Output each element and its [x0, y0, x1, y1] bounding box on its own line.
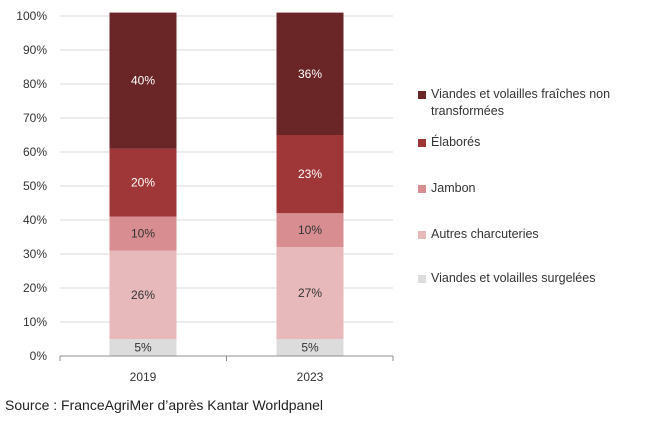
bar-segment — [276, 339, 344, 356]
data-label: 5% — [134, 341, 152, 355]
data-label: 10% — [131, 227, 155, 241]
legend-swatch — [418, 185, 426, 193]
data-label: 10% — [298, 223, 322, 237]
stacked-bar-chart: 0% 10% 20% 30% 40% 50% 60% 70% 80% 90% 100% 5% 26% 1… — [16, 9, 394, 384]
data-label: 40% — [131, 74, 155, 88]
data-label: 20% — [131, 176, 155, 190]
legend-label: Jambon — [431, 181, 476, 195]
y-tick-label: 30% — [23, 247, 47, 261]
data-label: 26% — [131, 288, 155, 302]
legend-item: Jambon — [418, 180, 658, 197]
bar-segment — [276, 213, 344, 248]
y-tick-label: 80% — [23, 77, 47, 91]
y-axis-tick-labels: 0% 10% 20% 30% 40% 50% 60% 70% 80% 90% 100% — [16, 9, 47, 363]
legend-label: Autres charcuteries — [431, 227, 539, 241]
y-tick-label: 40% — [23, 213, 47, 227]
legend-label: Viandes et volailles fraîches non transf… — [431, 87, 611, 118]
data-label: 5% — [301, 341, 319, 355]
y-tick-label: 70% — [23, 111, 47, 125]
y-tick-label: 60% — [23, 145, 47, 159]
legend-label: Viandes et volailles surgelées — [431, 271, 596, 285]
bar-segment — [109, 250, 177, 339]
x-tick-label: 2019 — [130, 370, 157, 384]
legend-item: Élaborés — [418, 134, 658, 151]
y-tick-label: 90% — [23, 43, 47, 57]
legend-item: Autres charcuteries — [418, 226, 658, 243]
legend-item: Viandes et volailles fraîches non transf… — [418, 86, 658, 120]
bar-segment — [109, 148, 177, 217]
legend-swatch — [418, 275, 426, 283]
y-tick-label: 50% — [23, 179, 47, 193]
y-tick-label: 10% — [23, 315, 47, 329]
legend-label: Élaborés — [431, 135, 481, 149]
legend-swatch — [418, 139, 426, 147]
x-axis: 2019 2023 — [59, 355, 394, 384]
y-tick-label: 100% — [16, 9, 47, 23]
bar-segment — [109, 12, 177, 149]
data-label: 27% — [298, 286, 322, 300]
data-label: 23% — [298, 167, 322, 181]
y-tick-label: 0% — [30, 349, 48, 363]
bars: 5% 26% 10% 20% 40% 5% 27% 10% 23% 36% — [109, 12, 344, 356]
data-label: 36% — [298, 67, 322, 81]
bar-segment — [276, 135, 344, 214]
source-note: Source : FranceAgriMer d’après Kantar Wo… — [5, 397, 324, 413]
bar-segment — [109, 216, 177, 251]
x-tick-label: 2023 — [297, 370, 324, 384]
bar-segment — [276, 247, 344, 339]
legend-item: Viandes et volailles surgelées — [418, 270, 658, 287]
legend-swatch — [418, 231, 426, 239]
bar-segment — [109, 339, 177, 356]
legend-swatch — [418, 91, 426, 99]
y-tick-label: 20% — [23, 281, 47, 295]
bar-segment — [276, 12, 344, 136]
